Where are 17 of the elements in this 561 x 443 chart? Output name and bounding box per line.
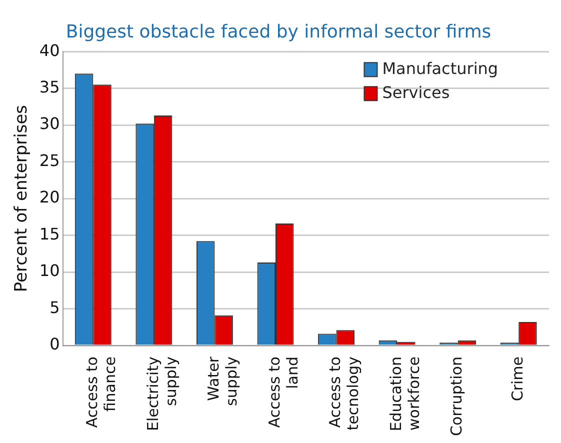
x-tick-label: Access to land [265,356,302,428]
y-tick-label: 15 [39,224,60,244]
x-tick-label: Crime [508,356,526,402]
y-tick-label: 35 [39,77,60,96]
y-tick-label: 10 [39,261,60,280]
x-tick-label: Corruption [448,356,466,436]
x-tick-label: Access to finance [83,356,120,428]
chart-title: Biggest obstacle faced by informal sector firms [66,21,492,42]
y-tick-label: 40 [39,40,60,60]
legend-label: Manufacturing [382,58,498,78]
legend-label: Services [382,82,450,102]
y-axis-title: Percent of enterprises [12,104,32,292]
y-tick-label: 20 [39,188,60,207]
y-tick-label: 30 [39,114,60,134]
y-tick-label: 25 [39,150,60,170]
y-tick-label: 5 [50,298,60,317]
y-tick-label: 0 [50,334,60,354]
